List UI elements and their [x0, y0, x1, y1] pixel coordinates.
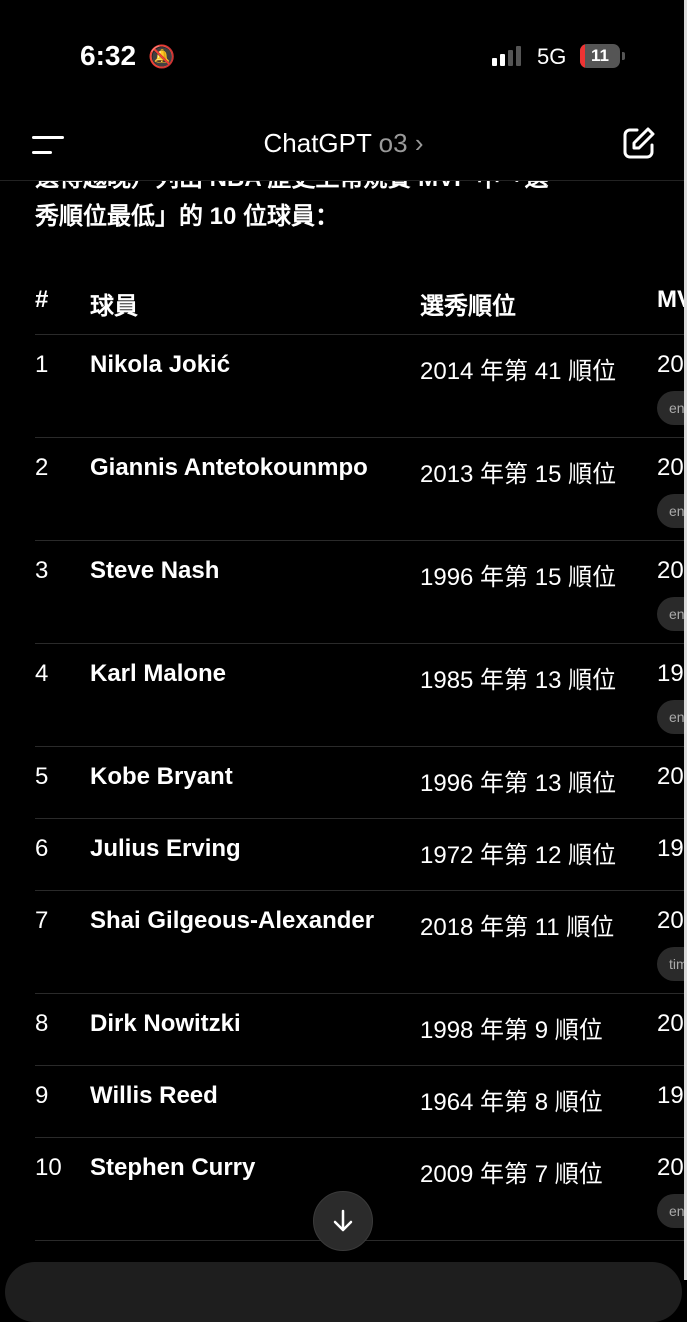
player-name: Julius Erving [90, 835, 241, 862]
app-title: ChatGPT [263, 128, 372, 158]
mvp-season: 20 [657, 1010, 684, 1037]
clock: 6:32 [80, 40, 137, 71]
chevron-right-icon: › [414, 128, 424, 158]
rank: 10 [35, 1154, 62, 1181]
table-row: 6 Julius Erving 1972 年第 12 順位 19 [35, 819, 687, 891]
rank: 8 [35, 1010, 49, 1037]
source-chip[interactable]: en [657, 597, 687, 631]
rank: 5 [35, 763, 49, 790]
sidebar-menu-icon[interactable] [32, 134, 64, 156]
mvp-season: 20 [657, 1154, 684, 1181]
draft-pick: 1985 年第 13 順位 [420, 667, 617, 694]
source-chip[interactable]: en [657, 1194, 687, 1228]
draft-pick: 2009 年第 7 順位 [420, 1161, 603, 1188]
signal-icon [492, 46, 521, 66]
rank: 6 [35, 835, 49, 862]
draft-pick: 1996 年第 13 順位 [420, 770, 617, 797]
player-name: Giannis Antetokounmpo [90, 454, 368, 481]
table-row: 8 Dirk Nowitzki 1998 年第 9 順位 20 [35, 994, 687, 1066]
draft-pick: 1998 年第 9 順位 [420, 1017, 603, 1044]
source-chip[interactable]: tim [657, 947, 687, 981]
player-name: Stephen Curry [90, 1154, 256, 1181]
mvp-season: 19 [657, 660, 684, 687]
rank: 9 [35, 1082, 49, 1109]
player-name: Karl Malone [90, 660, 227, 687]
header-rank: # [35, 286, 49, 313]
battery-level: 11 [591, 46, 609, 65]
draft-pick: 2013 年第 15 順位 [420, 461, 617, 488]
rank: 2 [35, 454, 49, 481]
table-row: 2 Giannis Antetokounmpo 2013 年第 15 順位 20… [35, 438, 687, 541]
player-name: Nikola Jokić [90, 351, 231, 378]
battery-nub [622, 52, 625, 60]
header-draft: 選秀順位 [420, 293, 516, 320]
mvp-season: 20 [657, 763, 684, 790]
scrollbar[interactable] [684, 0, 687, 1280]
header-player: 球員 [90, 293, 138, 320]
draft-pick: 1996 年第 15 順位 [420, 564, 617, 591]
header-mvp: MV [657, 286, 687, 313]
new-chat-icon[interactable] [622, 126, 656, 160]
draft-pick: 2018 年第 11 順位 [420, 914, 615, 941]
players-table[interactable]: # 球員 選秀順位 MV 1 Nikola Jokić 2014 年第 41 順… [35, 270, 687, 1241]
draft-pick: 1964 年第 8 順位 [420, 1089, 603, 1116]
player-name: Kobe Bryant [90, 763, 233, 790]
player-name: Dirk Nowitzki [90, 1010, 241, 1037]
mvp-season: 19 [657, 1082, 684, 1109]
battery-icon: 11 [580, 44, 620, 68]
rank: 3 [35, 557, 49, 584]
mvp-season: 19 [657, 835, 684, 862]
rank: 7 [35, 907, 49, 934]
table-row: 4 Karl Malone 1985 年第 13 順位 19 en [35, 644, 687, 747]
arrow-down-icon [333, 1209, 353, 1232]
message-composer[interactable] [5, 1262, 682, 1322]
mvp-season: 20 [657, 557, 684, 584]
silent-bell-icon: 🔕 [148, 44, 176, 69]
network-type: 5G [537, 44, 567, 69]
status-bar: 6:32 🔕 5G 11 [0, 0, 687, 110]
table-row: 9 Willis Reed 1964 年第 8 順位 19 [35, 1066, 687, 1138]
table-row: 10 Stephen Curry 2009 年第 7 順位 20 en [35, 1138, 687, 1241]
source-chip[interactable]: en [657, 494, 687, 528]
source-chip[interactable]: en [657, 700, 687, 734]
player-name: Steve Nash [90, 557, 220, 584]
model-name: o3 [378, 128, 408, 158]
table-row: 5 Kobe Bryant 1996 年第 13 順位 20 [35, 747, 687, 819]
scroll-down-button[interactable] [313, 1191, 373, 1251]
table-row: 1 Nikola Jokić 2014 年第 41 順位 20 en [35, 335, 687, 438]
player-name: Willis Reed [90, 1082, 218, 1109]
draft-pick: 1972 年第 12 順位 [420, 842, 617, 869]
mvp-season: 20 [657, 907, 684, 934]
intro-line-2: 秀順位最低」的 10 位球員： [35, 203, 340, 230]
mvp-season: 20 [657, 454, 684, 481]
table-row: 7 Shai Gilgeous-Alexander 2018 年第 11 順位 … [35, 891, 687, 994]
top-nav: ChatGPT o3 › [0, 110, 687, 181]
table-header: # 球員 選秀順位 MV [35, 270, 687, 335]
model-selector[interactable]: ChatGPT o3 › [0, 128, 687, 159]
draft-pick: 2014 年第 41 順位 [420, 358, 617, 385]
table-row: 3 Steve Nash 1996 年第 15 順位 20 en [35, 541, 687, 644]
rank: 4 [35, 660, 49, 687]
mvp-season: 20 [657, 351, 684, 378]
rank: 1 [35, 351, 49, 378]
source-chip[interactable]: en [657, 391, 687, 425]
player-name: Shai Gilgeous-Alexander [90, 907, 375, 934]
